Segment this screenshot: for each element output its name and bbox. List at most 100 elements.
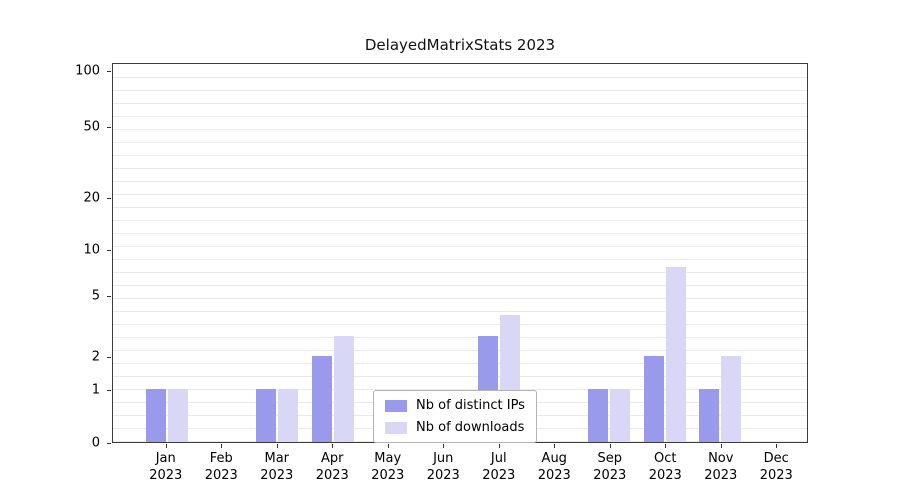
bar-group-oct bbox=[637, 64, 692, 442]
y-tick-label-1: 1 bbox=[91, 382, 100, 398]
bar-group-apr bbox=[305, 64, 360, 442]
gridline bbox=[113, 207, 807, 208]
x-tick-year: 2023 bbox=[149, 467, 183, 483]
y-tick-label-0: 0 bbox=[91, 435, 100, 451]
bar-apr-series-1 bbox=[333, 336, 354, 442]
gridline bbox=[113, 311, 807, 312]
x-tick-year: 2023 bbox=[315, 467, 349, 483]
x-tick-year: 2023 bbox=[260, 467, 294, 483]
x-tick-year: 2023 bbox=[371, 467, 405, 483]
x-tick-mark bbox=[276, 444, 278, 448]
bar-apr-series-0 bbox=[311, 356, 332, 442]
x-tick-label-aug: Aug 2023 bbox=[527, 444, 583, 485]
bars-layer bbox=[113, 64, 807, 442]
gridline bbox=[113, 129, 807, 130]
bar-mar-series-1 bbox=[278, 389, 299, 442]
x-tick-mark bbox=[720, 444, 722, 448]
gridline bbox=[113, 363, 807, 364]
bar-group-mar bbox=[250, 64, 305, 442]
y-tick-label-5: 5 bbox=[91, 288, 100, 304]
y-tick-mark bbox=[107, 357, 111, 359]
gridline bbox=[113, 103, 807, 104]
y-tick-mark bbox=[107, 443, 111, 444]
bar-group-may bbox=[360, 64, 415, 442]
x-tick-year: 2023 bbox=[204, 467, 238, 483]
y-tick-label-2: 2 bbox=[91, 349, 100, 365]
legend-label-downloads: Nb of downloads bbox=[416, 420, 525, 435]
bar-mar-series-0 bbox=[256, 389, 277, 442]
x-tick-label-apr: Apr 2023 bbox=[305, 444, 361, 485]
y-tick-mark bbox=[107, 126, 111, 128]
x-tick-month: May bbox=[374, 451, 402, 466]
gridline bbox=[113, 337, 807, 338]
bar-nov-series-1 bbox=[720, 356, 741, 442]
x-tick-mark bbox=[498, 444, 500, 448]
x-tick-year: 2023 bbox=[482, 467, 516, 483]
bar-group-nov bbox=[692, 64, 747, 442]
gridline bbox=[113, 181, 807, 182]
y-tick-label-10: 10 bbox=[83, 242, 100, 258]
x-tick-mark bbox=[387, 444, 389, 448]
gridline bbox=[113, 376, 807, 377]
bar-nov-series-0 bbox=[698, 389, 719, 442]
bar-group-feb bbox=[194, 64, 249, 442]
gridline bbox=[113, 272, 807, 273]
plot-area: Nb of distinct IPs Nb of downloads bbox=[112, 63, 808, 443]
x-tick-month: Feb bbox=[209, 451, 233, 466]
y-tick-mark bbox=[107, 197, 111, 199]
legend-item-distinct-ips: Nb of distinct IPs bbox=[385, 398, 525, 413]
x-tick-mark bbox=[165, 444, 167, 448]
bar-group-dec bbox=[748, 64, 803, 442]
gridline bbox=[113, 168, 807, 169]
x-tick-mark bbox=[665, 444, 667, 448]
gridline bbox=[113, 220, 807, 221]
x-tick-mark bbox=[443, 444, 445, 448]
gridline bbox=[113, 324, 807, 325]
x-tick-month: Sep bbox=[597, 451, 622, 466]
y-tick-mark bbox=[107, 249, 111, 251]
x-tick-year: 2023 bbox=[537, 467, 571, 483]
x-tick-month: Apr bbox=[321, 451, 344, 466]
x-tick-mark bbox=[221, 444, 223, 448]
x-tick-year: 2023 bbox=[648, 467, 682, 483]
y-tick-label-50: 50 bbox=[83, 119, 100, 135]
bar-sep-series-1 bbox=[610, 389, 631, 442]
x-tick-mark bbox=[554, 444, 556, 448]
x-tick-label-feb: Feb 2023 bbox=[194, 444, 250, 485]
gridline bbox=[113, 246, 807, 247]
bar-group-jun bbox=[416, 64, 471, 442]
x-tick-label-mar: Mar 2023 bbox=[249, 444, 305, 485]
x-tick-year: 2023 bbox=[426, 467, 460, 483]
x-tick-mark bbox=[609, 444, 611, 448]
bar-group-sep bbox=[582, 64, 637, 442]
legend-swatch-downloads bbox=[385, 421, 407, 434]
x-tick-month: Jun bbox=[433, 451, 454, 466]
y-tick-label-100: 100 bbox=[75, 63, 100, 79]
x-tick-month: Aug bbox=[541, 451, 567, 466]
legend-label-distinct-ips: Nb of distinct IPs bbox=[416, 398, 525, 413]
gridline bbox=[113, 350, 807, 351]
x-tick-mark bbox=[332, 444, 334, 448]
x-tick-label-dec: Dec 2023 bbox=[749, 444, 805, 485]
gridline bbox=[113, 194, 807, 195]
bar-jan-series-0 bbox=[145, 389, 166, 442]
bar-jan-series-1 bbox=[167, 389, 188, 442]
y-tick-mark bbox=[107, 70, 111, 72]
x-tick-month: Dec bbox=[763, 451, 789, 466]
x-tick-year: 2023 bbox=[704, 467, 738, 483]
bar-oct-series-0 bbox=[643, 356, 664, 442]
legend-swatch-distinct-ips bbox=[385, 399, 407, 412]
x-tick-label-oct: Oct 2023 bbox=[638, 444, 694, 485]
x-tick-label-sep: Sep 2023 bbox=[582, 444, 638, 485]
gridline bbox=[113, 233, 807, 234]
x-tick-label-jan: Jan 2023 bbox=[138, 444, 194, 485]
bar-group-jul bbox=[471, 64, 526, 442]
y-tick-mark bbox=[107, 390, 111, 392]
x-tick-month: Mar bbox=[264, 451, 290, 466]
chart-title: DelayedMatrixStats 2023 bbox=[364, 36, 556, 54]
gridline bbox=[113, 285, 807, 286]
x-tick-label-jul: Jul 2023 bbox=[471, 444, 527, 485]
x-axis-labels: Jan 2023 Feb 2023 Mar 2023 Apr 2023 May 2023 Jun 20… bbox=[112, 444, 808, 485]
legend-item-downloads: Nb of downloads bbox=[385, 420, 525, 435]
